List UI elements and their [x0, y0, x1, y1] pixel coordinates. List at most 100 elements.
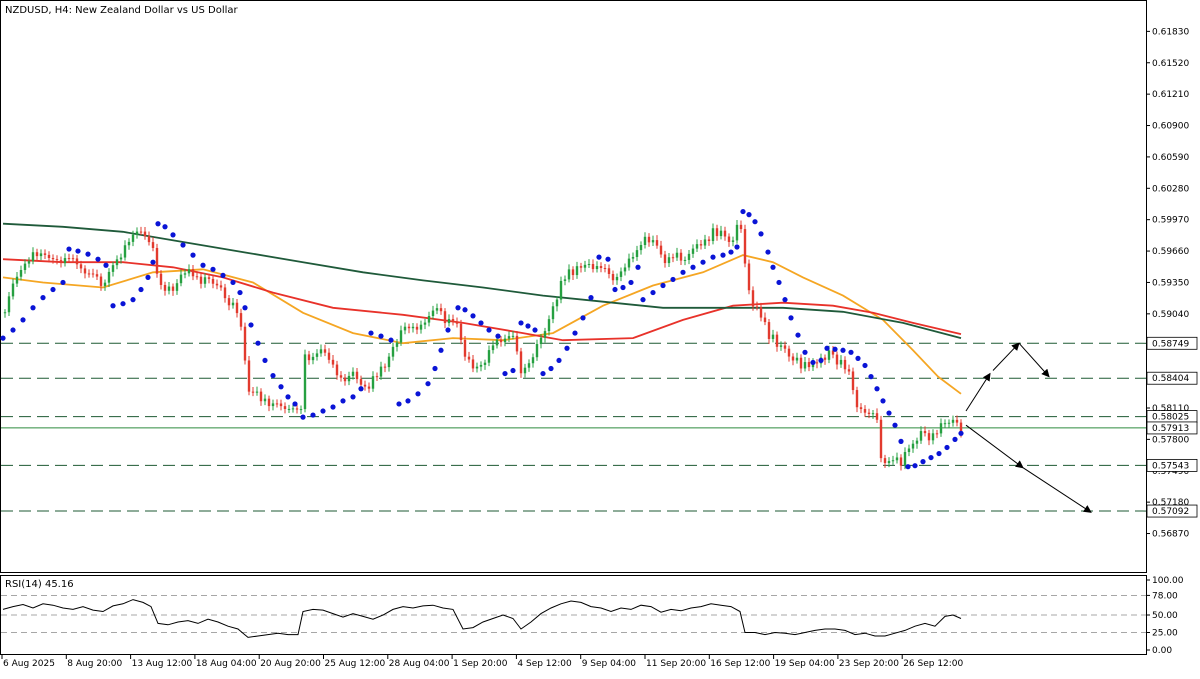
candle-body	[551, 306, 555, 320]
sar-dot	[928, 454, 934, 461]
time-tick-label: 1 Sep 20:00	[453, 659, 508, 669]
candle-body	[15, 276, 19, 284]
candle-body	[563, 279, 567, 281]
current-price-label: 0.57913	[1152, 424, 1189, 434]
rsi-tick-label: 78.00	[1152, 591, 1178, 601]
candle-body	[443, 311, 447, 324]
candle-body	[367, 386, 371, 389]
candle-body	[951, 419, 955, 423]
candle-body	[83, 268, 87, 274]
time-tick-label: 28 Aug 04:00	[389, 659, 450, 669]
price-tick-label: 0.61830	[1152, 27, 1189, 37]
sar-dot	[10, 327, 16, 333]
candle-body	[499, 339, 503, 343]
candle-body	[291, 408, 295, 410]
candle-body	[779, 345, 783, 347]
sar-dot	[310, 412, 316, 418]
candle-body	[279, 403, 283, 407]
time-tick-label: 26 Sep 12:00	[903, 659, 963, 669]
candle-body	[467, 356, 471, 360]
candle-body	[523, 367, 527, 374]
candle-body	[663, 254, 667, 264]
sar-dot	[66, 246, 72, 252]
price-tick-label: 0.58110	[1152, 404, 1189, 414]
candle-body	[643, 236, 647, 246]
candle-body	[931, 433, 935, 441]
price-tick-label: 0.57180	[1152, 498, 1189, 508]
candle-body	[395, 342, 399, 347]
candle-body	[23, 263, 27, 271]
sar-dot	[855, 355, 861, 361]
sar-dot	[958, 430, 964, 436]
sar-dot	[788, 315, 794, 321]
candle-body	[527, 363, 531, 368]
scenario-arrow	[1022, 467, 1092, 513]
candle-body	[315, 353, 319, 357]
sar-dot	[396, 401, 402, 407]
candle-body	[603, 267, 607, 269]
candle-body	[839, 359, 843, 365]
candle-body	[319, 349, 323, 354]
price-tick-label: 0.60280	[1152, 184, 1189, 194]
candle-body	[227, 298, 231, 306]
sar-dot	[540, 370, 546, 377]
candle-body	[503, 338, 507, 343]
candle-body	[691, 248, 695, 254]
candle-body	[19, 270, 23, 277]
candle-body	[495, 339, 499, 346]
level-label: 0.58749	[1152, 339, 1189, 349]
candle-body	[27, 261, 31, 264]
sar-dot	[210, 266, 216, 272]
candle-body	[475, 366, 479, 369]
sar-dot	[445, 327, 451, 333]
level-badges: 0.58749 0.58404 0.58025 0.57543 0.57092 0.579…	[1146, 336, 1198, 518]
time-tick-label: 25 Aug 12:00	[325, 659, 386, 669]
candle-body	[711, 228, 715, 242]
candle-body	[903, 452, 907, 466]
candle-body	[35, 252, 39, 257]
sar-dot	[220, 272, 226, 278]
candle-body	[67, 258, 71, 260]
sar-dot	[572, 330, 578, 336]
candle-body	[327, 352, 331, 360]
candle-body	[91, 273, 95, 275]
sar-dot	[886, 410, 892, 416]
candle-body	[263, 398, 267, 402]
sar-dot	[532, 327, 538, 333]
candle-body	[591, 264, 595, 270]
candle-body	[791, 356, 795, 361]
candle-body	[463, 339, 467, 357]
sar-dot	[180, 242, 186, 248]
sar-dot	[285, 394, 291, 400]
candle-body	[655, 240, 659, 246]
sar-dot	[270, 372, 276, 379]
sar-dot	[628, 279, 634, 286]
candle-body	[867, 412, 871, 414]
candle-body	[875, 413, 879, 420]
candle-body	[251, 391, 255, 393]
candle-body	[411, 326, 415, 329]
candle-body	[859, 407, 863, 410]
candle-body	[103, 282, 107, 286]
candle-body	[831, 350, 835, 355]
rsi-tick-label: 0.00	[1152, 646, 1172, 656]
moving-averages	[2, 222, 962, 395]
sar-dot	[278, 384, 284, 390]
sar-dot	[596, 254, 602, 260]
sar-dot	[478, 320, 484, 326]
sar-dot	[40, 295, 46, 301]
sar-dot	[75, 248, 81, 254]
sar-dot	[874, 386, 880, 392]
sar-dot	[620, 284, 626, 291]
level-label: 0.58025	[1152, 413, 1189, 423]
candle-body	[935, 433, 939, 435]
sar-dot	[832, 346, 838, 352]
price-candles	[3, 219, 963, 471]
sar-dot	[30, 305, 36, 311]
sar-dot	[690, 264, 696, 270]
sar-dot	[502, 370, 508, 377]
scenario-arrow	[1018, 342, 1050, 378]
candle-body	[143, 231, 147, 237]
candle-body	[459, 323, 463, 340]
candle-body	[47, 254, 51, 258]
